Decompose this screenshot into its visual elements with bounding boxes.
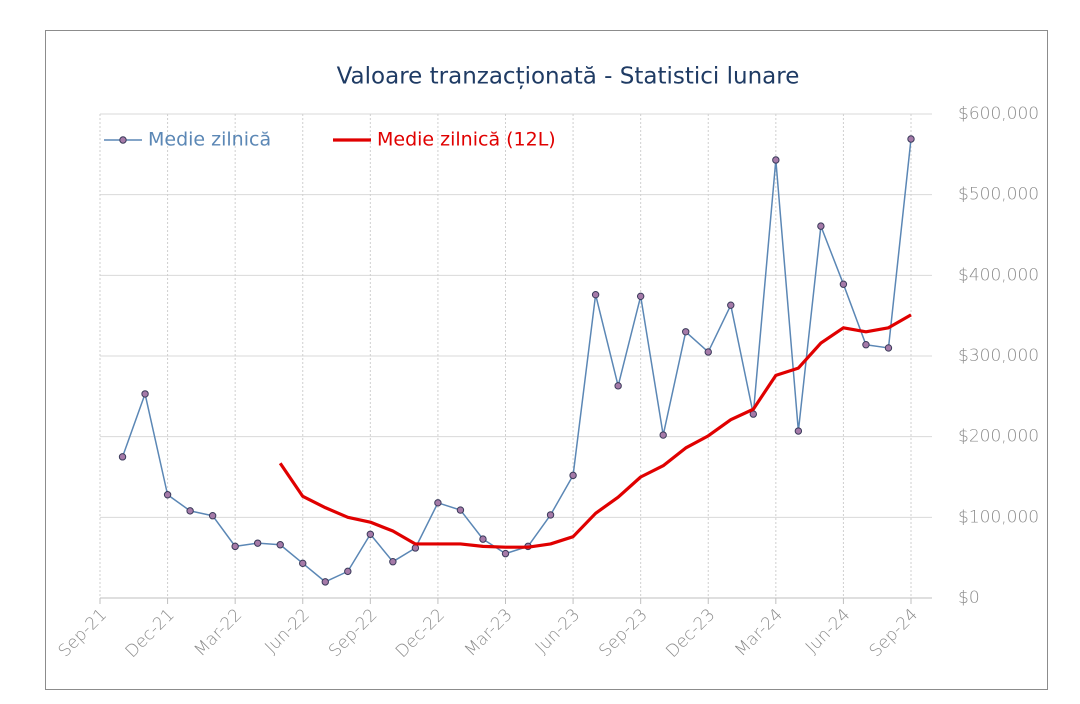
data-point xyxy=(501,549,510,558)
data-point xyxy=(884,344,893,352)
chart-title: Valoare tranzacționată - Statistici luna… xyxy=(337,64,800,90)
y-tick-label: $100,000 xyxy=(958,507,1039,527)
data-point xyxy=(907,135,915,143)
data-point xyxy=(344,567,352,576)
data-point xyxy=(389,558,397,566)
data-point xyxy=(456,506,465,514)
data-point xyxy=(231,542,239,551)
legend-label: Medie zilnică (12L) xyxy=(377,129,556,151)
y-tick-label: $200,000 xyxy=(958,427,1039,447)
data-point xyxy=(366,530,375,538)
data-point xyxy=(772,156,780,164)
data-point xyxy=(141,390,149,398)
data-point xyxy=(546,511,555,519)
data-point xyxy=(163,491,172,499)
legend-marker xyxy=(119,136,127,144)
data-point xyxy=(479,535,487,543)
data-point xyxy=(727,301,735,309)
data-point xyxy=(253,539,262,547)
data-point xyxy=(636,292,645,301)
series-line xyxy=(121,138,912,583)
data-point xyxy=(839,280,848,288)
y-tick-label: $300,000 xyxy=(958,346,1039,366)
y-tick-label: $500,000 xyxy=(958,185,1039,205)
data-point xyxy=(299,559,307,568)
data-point xyxy=(614,382,622,390)
legend-label: Medie zilnică xyxy=(148,129,271,151)
data-point xyxy=(569,471,577,480)
chart-frame xyxy=(45,30,1048,690)
data-point xyxy=(659,431,667,439)
data-point xyxy=(704,348,712,356)
data-point xyxy=(817,222,825,230)
data-point xyxy=(118,453,127,461)
y-tick-label: $600,000 xyxy=(958,104,1039,124)
legend: Medie zilnică Medie zilnică (12L) xyxy=(104,129,556,151)
data-point xyxy=(321,578,329,586)
data-point xyxy=(276,541,284,549)
data-point xyxy=(862,341,870,349)
data-point xyxy=(434,499,442,507)
data-point xyxy=(411,544,420,552)
data-point xyxy=(186,507,194,515)
y-tick-label: $0 xyxy=(958,588,980,608)
data-point xyxy=(591,290,600,299)
data-point xyxy=(208,512,217,520)
y-tick-label: $400,000 xyxy=(958,265,1039,285)
plot-area xyxy=(118,135,915,586)
data-point xyxy=(682,328,690,336)
data-point xyxy=(794,427,803,435)
series-line xyxy=(278,313,912,549)
